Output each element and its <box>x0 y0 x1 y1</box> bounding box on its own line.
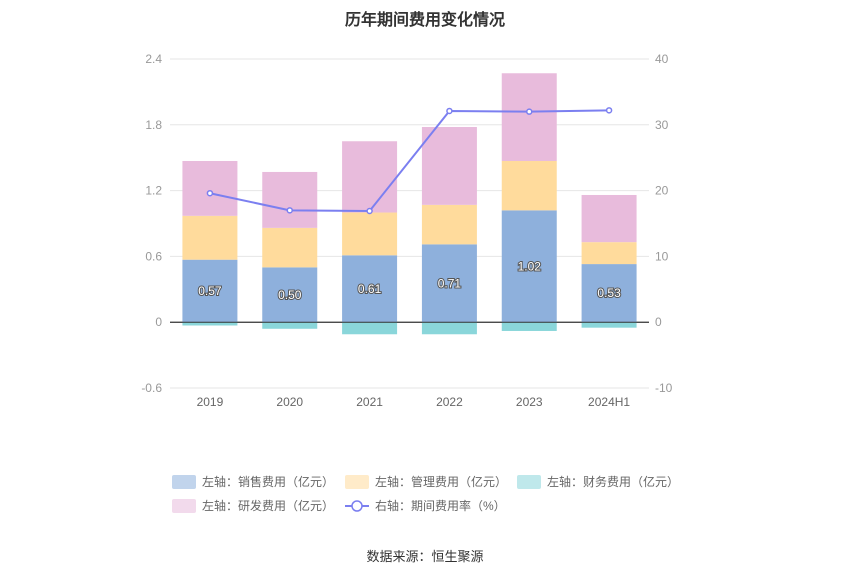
legend-label: 右轴：期间费用率（%） <box>375 498 506 513</box>
bar-segment <box>182 160 238 216</box>
bar-segment <box>421 126 477 205</box>
bar-segment <box>501 322 557 331</box>
bar-data-label: 0.53 <box>597 286 621 300</box>
bar-segment <box>262 171 318 228</box>
left-axis-tick: 2.4 <box>145 52 162 66</box>
rate-line <box>209 109 610 213</box>
source-note: 数据来源：恒生聚源 <box>366 549 484 564</box>
rate-point <box>286 207 293 214</box>
rate-point <box>446 107 453 115</box>
left-axis-tick: -0.6 <box>141 381 162 395</box>
bar-segment <box>581 242 637 265</box>
bar-segment <box>182 215 238 260</box>
legend-line-marker <box>351 500 363 512</box>
bar-segment <box>421 204 477 245</box>
chart-title: 历年期间费用变化情况 <box>344 12 505 29</box>
bar-segment <box>501 73 557 161</box>
bar-segment <box>421 244 477 323</box>
rate-point <box>206 189 214 197</box>
left-axis-tick: 0 <box>155 315 162 329</box>
rate-point <box>366 207 373 215</box>
legend-swatch <box>517 475 541 489</box>
legend-label: 左轴：研发费用（亿元） <box>202 498 334 513</box>
bar-data-label: 0.71 <box>438 276 462 290</box>
legend-label: 左轴：管理费用（亿元） <box>375 474 507 489</box>
bar-data-label: 1.02 <box>518 259 542 273</box>
legend-label: 左轴：销售费用（亿元） <box>202 474 334 489</box>
bar-segment <box>501 210 557 323</box>
right-axis-tick: 40 <box>655 52 669 66</box>
bar-data-label: 0.61 <box>358 282 382 296</box>
legend-swatch <box>172 499 196 513</box>
bar-segment <box>182 259 238 323</box>
bar-segment <box>421 322 477 335</box>
legend-swatch <box>172 475 196 489</box>
bar-segment <box>262 322 318 329</box>
right-axis-tick: -10 <box>655 381 673 395</box>
rate-point <box>526 108 533 115</box>
right-axis-tick: 30 <box>655 118 669 132</box>
x-axis-tick: 2021 <box>356 395 383 409</box>
x-axis-tick: 2024H1 <box>588 395 630 409</box>
bar-segment <box>182 322 238 326</box>
bar-segment <box>262 267 318 323</box>
right-axis-tick: 20 <box>655 184 669 198</box>
rate-point <box>605 107 613 114</box>
x-axis-tick: 2019 <box>197 395 224 409</box>
bar-segment <box>342 212 398 256</box>
bar-data-label: 0.50 <box>278 288 302 302</box>
legend-swatch <box>345 475 369 489</box>
bar-segment <box>581 194 637 243</box>
x-axis-tick: 2023 <box>516 395 543 409</box>
bar-segment <box>581 322 637 328</box>
right-axis-tick: 10 <box>655 249 669 263</box>
bar-segment <box>342 322 398 335</box>
bar-data-label: 0.57 <box>198 284 222 298</box>
left-axis-tick: 0.6 <box>145 249 162 263</box>
legend-label: 左轴：财务费用（亿元） <box>547 474 679 489</box>
bar-segment <box>342 255 398 323</box>
bar-segment <box>501 160 557 211</box>
bar-segment <box>342 141 398 213</box>
left-axis-tick: 1.2 <box>145 184 162 198</box>
left-axis-tick: 1.8 <box>145 118 162 132</box>
right-axis-tick: 0 <box>655 315 662 329</box>
bar-segment <box>262 227 318 268</box>
bar-segment <box>581 264 637 323</box>
x-axis-tick: 2022 <box>436 395 463 409</box>
x-axis-tick: 2020 <box>276 395 303 409</box>
